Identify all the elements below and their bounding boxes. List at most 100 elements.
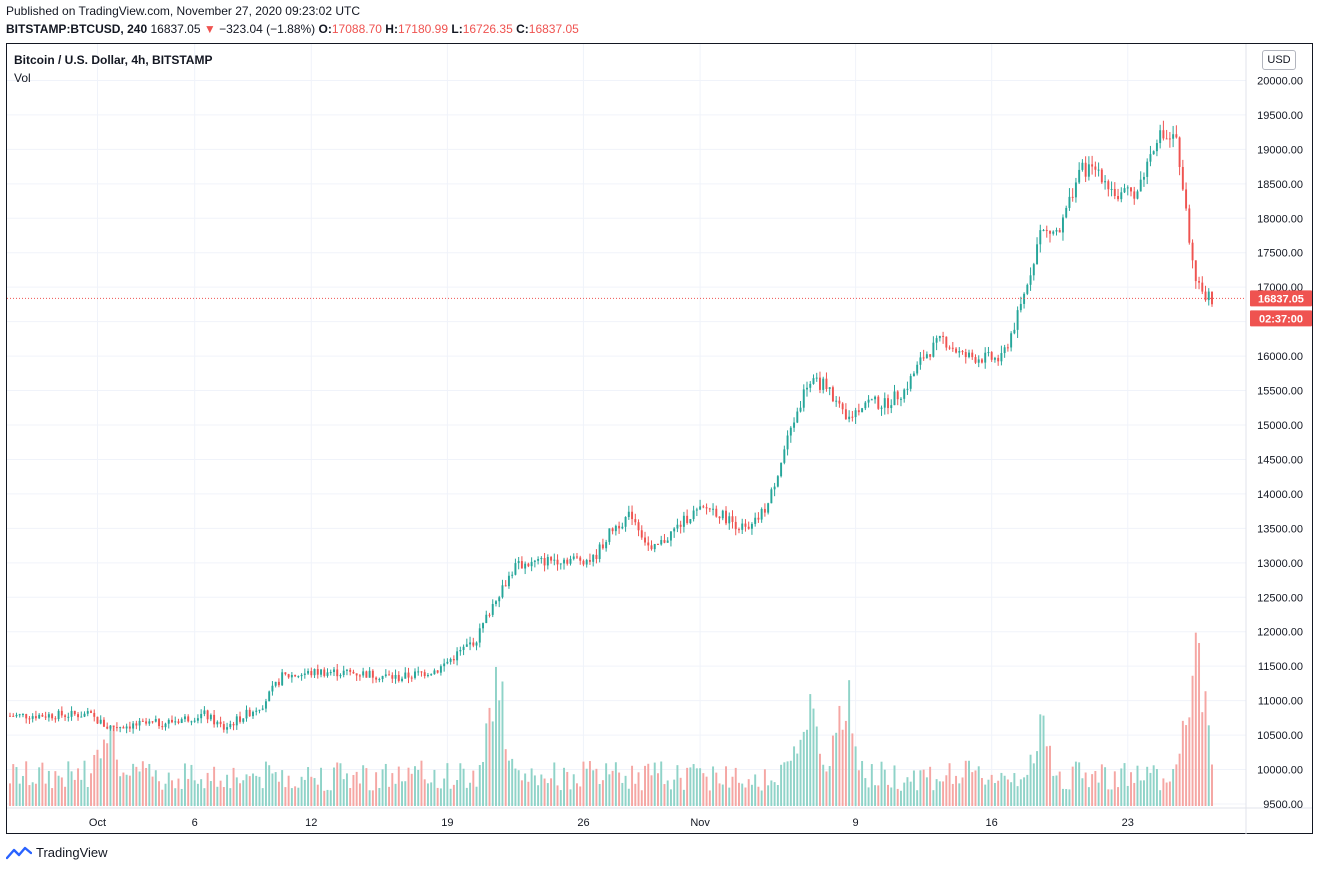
candle-body — [430, 674, 433, 676]
volume-bar — [935, 779, 938, 806]
candle-body — [167, 719, 170, 724]
candle-body — [945, 336, 948, 348]
volume-bar — [203, 788, 206, 806]
time-tick-label: 19 — [441, 817, 453, 829]
candle-body — [307, 671, 310, 674]
candle-body — [297, 676, 300, 678]
candle-body — [1117, 196, 1120, 200]
candle-body — [977, 359, 980, 363]
candle-body — [93, 712, 96, 717]
candles — [9, 120, 1213, 734]
candle-body — [77, 714, 80, 718]
volume-bar — [864, 778, 867, 806]
candle-body — [556, 559, 559, 565]
candle-body — [320, 669, 323, 675]
volume-bar — [112, 727, 115, 806]
candle-body — [290, 675, 293, 678]
volume-bar — [355, 771, 358, 806]
candle-body — [300, 674, 303, 677]
candle-body — [274, 681, 277, 686]
volume-bar — [738, 782, 740, 806]
candle-body — [1032, 264, 1035, 276]
price-tick-label: 11500.00 — [1258, 661, 1303, 673]
candle-body — [958, 351, 961, 353]
candle-body — [854, 410, 857, 418]
volume-bar — [550, 778, 553, 806]
candle-body — [1194, 260, 1197, 282]
candle-body — [660, 540, 663, 545]
candle-body — [1087, 164, 1090, 177]
change-value: −323.04 (−1.88%) — [219, 22, 316, 36]
price-tick-label: 10000.00 — [1257, 765, 1303, 777]
candle-body — [1013, 329, 1016, 334]
candle-body — [598, 544, 601, 559]
volume-bar — [618, 772, 621, 806]
price-tick-label: 12000.00 — [1257, 627, 1303, 639]
candle-body — [213, 714, 216, 725]
candle-body — [397, 674, 400, 681]
volume-bar — [320, 767, 323, 806]
candle-body — [669, 531, 672, 541]
volume-bar — [507, 760, 510, 806]
candle-body — [1188, 208, 1191, 243]
time-tick-label: 9 — [853, 817, 859, 829]
candle-body — [695, 509, 698, 511]
volume-bar — [906, 777, 909, 806]
volume-bar — [990, 774, 993, 806]
candle-body — [896, 391, 899, 400]
volume-bar — [932, 790, 935, 806]
volume-bar — [576, 783, 578, 806]
legend-title: Bitcoin / U.S. Dollar, 4h, BITSTAMP — [14, 53, 212, 67]
candle-body — [825, 378, 828, 390]
candle-body — [738, 529, 740, 531]
chart-frame[interactable] — [6, 43, 1313, 834]
currency-badge[interactable]: USD — [1262, 50, 1296, 70]
volume-bar — [226, 774, 229, 806]
volume-bar — [731, 776, 734, 806]
volume-bar — [559, 790, 562, 806]
volume-bar — [968, 760, 970, 806]
volume-bar — [760, 790, 763, 806]
volume-bar — [125, 774, 128, 806]
volume-bar — [647, 763, 650, 806]
volume-bar — [841, 729, 844, 806]
candle-body — [870, 399, 873, 401]
candle-body — [219, 721, 222, 725]
candle-body — [857, 410, 860, 413]
candle-body — [277, 681, 280, 686]
candle-body — [180, 719, 183, 723]
volume-bar — [449, 788, 452, 806]
candle-body — [783, 449, 786, 463]
volume-bar — [1094, 770, 1097, 806]
volume-bar — [456, 780, 459, 806]
volume-bar — [138, 771, 141, 806]
volume-bar — [86, 786, 89, 806]
volume-bar — [874, 785, 877, 806]
time-tick-label: Nov — [690, 817, 710, 829]
volume-bar — [776, 785, 779, 806]
volume-bar — [469, 782, 472, 806]
low-value: 16726.35 — [462, 22, 513, 36]
volume-bar — [375, 772, 378, 806]
volume-bar — [533, 775, 536, 806]
footer-brand[interactable]: TradingView — [6, 845, 108, 860]
volume-bar — [1061, 788, 1064, 806]
candle-body — [757, 517, 760, 520]
quote-line: BITSTAMP:BTCUSD, 240 16837.05 ▼ −323.04 … — [6, 22, 579, 36]
volume-bar — [563, 767, 565, 806]
volume-bar — [115, 759, 118, 806]
volume-bar — [417, 769, 420, 806]
candle-body — [60, 710, 63, 716]
volume-bar — [1087, 787, 1090, 806]
candle-body — [831, 387, 834, 402]
candle-body — [919, 357, 922, 365]
volume-bar — [248, 776, 251, 806]
volume-bar — [423, 779, 426, 806]
candle-body — [388, 674, 391, 676]
volume-bar — [831, 735, 834, 806]
price-tick-label: 20000.00 — [1257, 75, 1303, 87]
volume-bar — [21, 775, 24, 806]
volume-bar — [686, 767, 689, 806]
candle-body — [362, 671, 365, 676]
